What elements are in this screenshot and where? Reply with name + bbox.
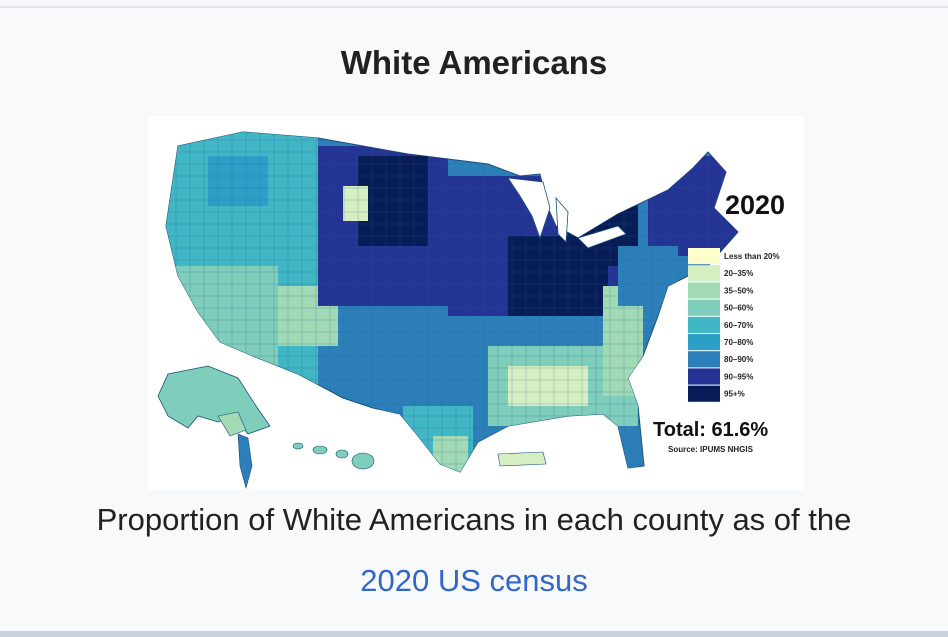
- legend-label: 70–80%: [724, 338, 753, 347]
- legend-swatch: [688, 334, 720, 351]
- map-total-label: Total: 61.6%: [653, 419, 768, 441]
- legend-label: 60–70%: [724, 321, 753, 330]
- great-lakes: [507, 177, 627, 249]
- legend-swatch: [688, 282, 720, 299]
- legend-swatch: [688, 385, 720, 402]
- legend-swatch: [688, 299, 720, 316]
- map-legend: Less than 20% 20–35% 35–50% 50–60% 60–70% 70–…: [688, 248, 780, 402]
- bottom-divider: [0, 631, 948, 637]
- legend-swatch: [688, 351, 720, 368]
- map-source-label: Source: IPUMS NHGIS: [668, 445, 754, 454]
- county-map-image[interactable]: 2020 Less than 20% 20–35% 35–50% 50–60% 60–7…: [148, 116, 804, 490]
- figure-caption: Proportion of White Americans in each co…: [96, 502, 852, 537]
- top-divider: [0, 6, 948, 8]
- hawaii-map: [292, 442, 375, 470]
- legend-label: 50–60%: [724, 304, 753, 313]
- legend-label: Less than 20%: [724, 252, 780, 261]
- puerto-rico-map: [497, 451, 547, 467]
- map-svg: 2020 Less than 20% 20–35% 35–50% 50–60% 60–7…: [157, 131, 785, 490]
- legend-label: 20–35%: [724, 269, 753, 278]
- legend-label: 80–90%: [724, 355, 753, 364]
- infobox-title: White Americans: [340, 44, 608, 81]
- legend-label: 90–95%: [724, 372, 753, 381]
- legend-swatch: [688, 316, 720, 333]
- alaska-map: [157, 365, 271, 435]
- legend-swatch: [688, 368, 720, 385]
- legend-label: 95+%: [724, 390, 745, 399]
- census-link[interactable]: 2020 US census: [360, 563, 588, 598]
- legend-label: 35–50%: [724, 286, 753, 295]
- legend-swatch: [688, 248, 720, 265]
- map-year-label: 2020: [725, 190, 785, 220]
- legend-swatch: [688, 265, 720, 282]
